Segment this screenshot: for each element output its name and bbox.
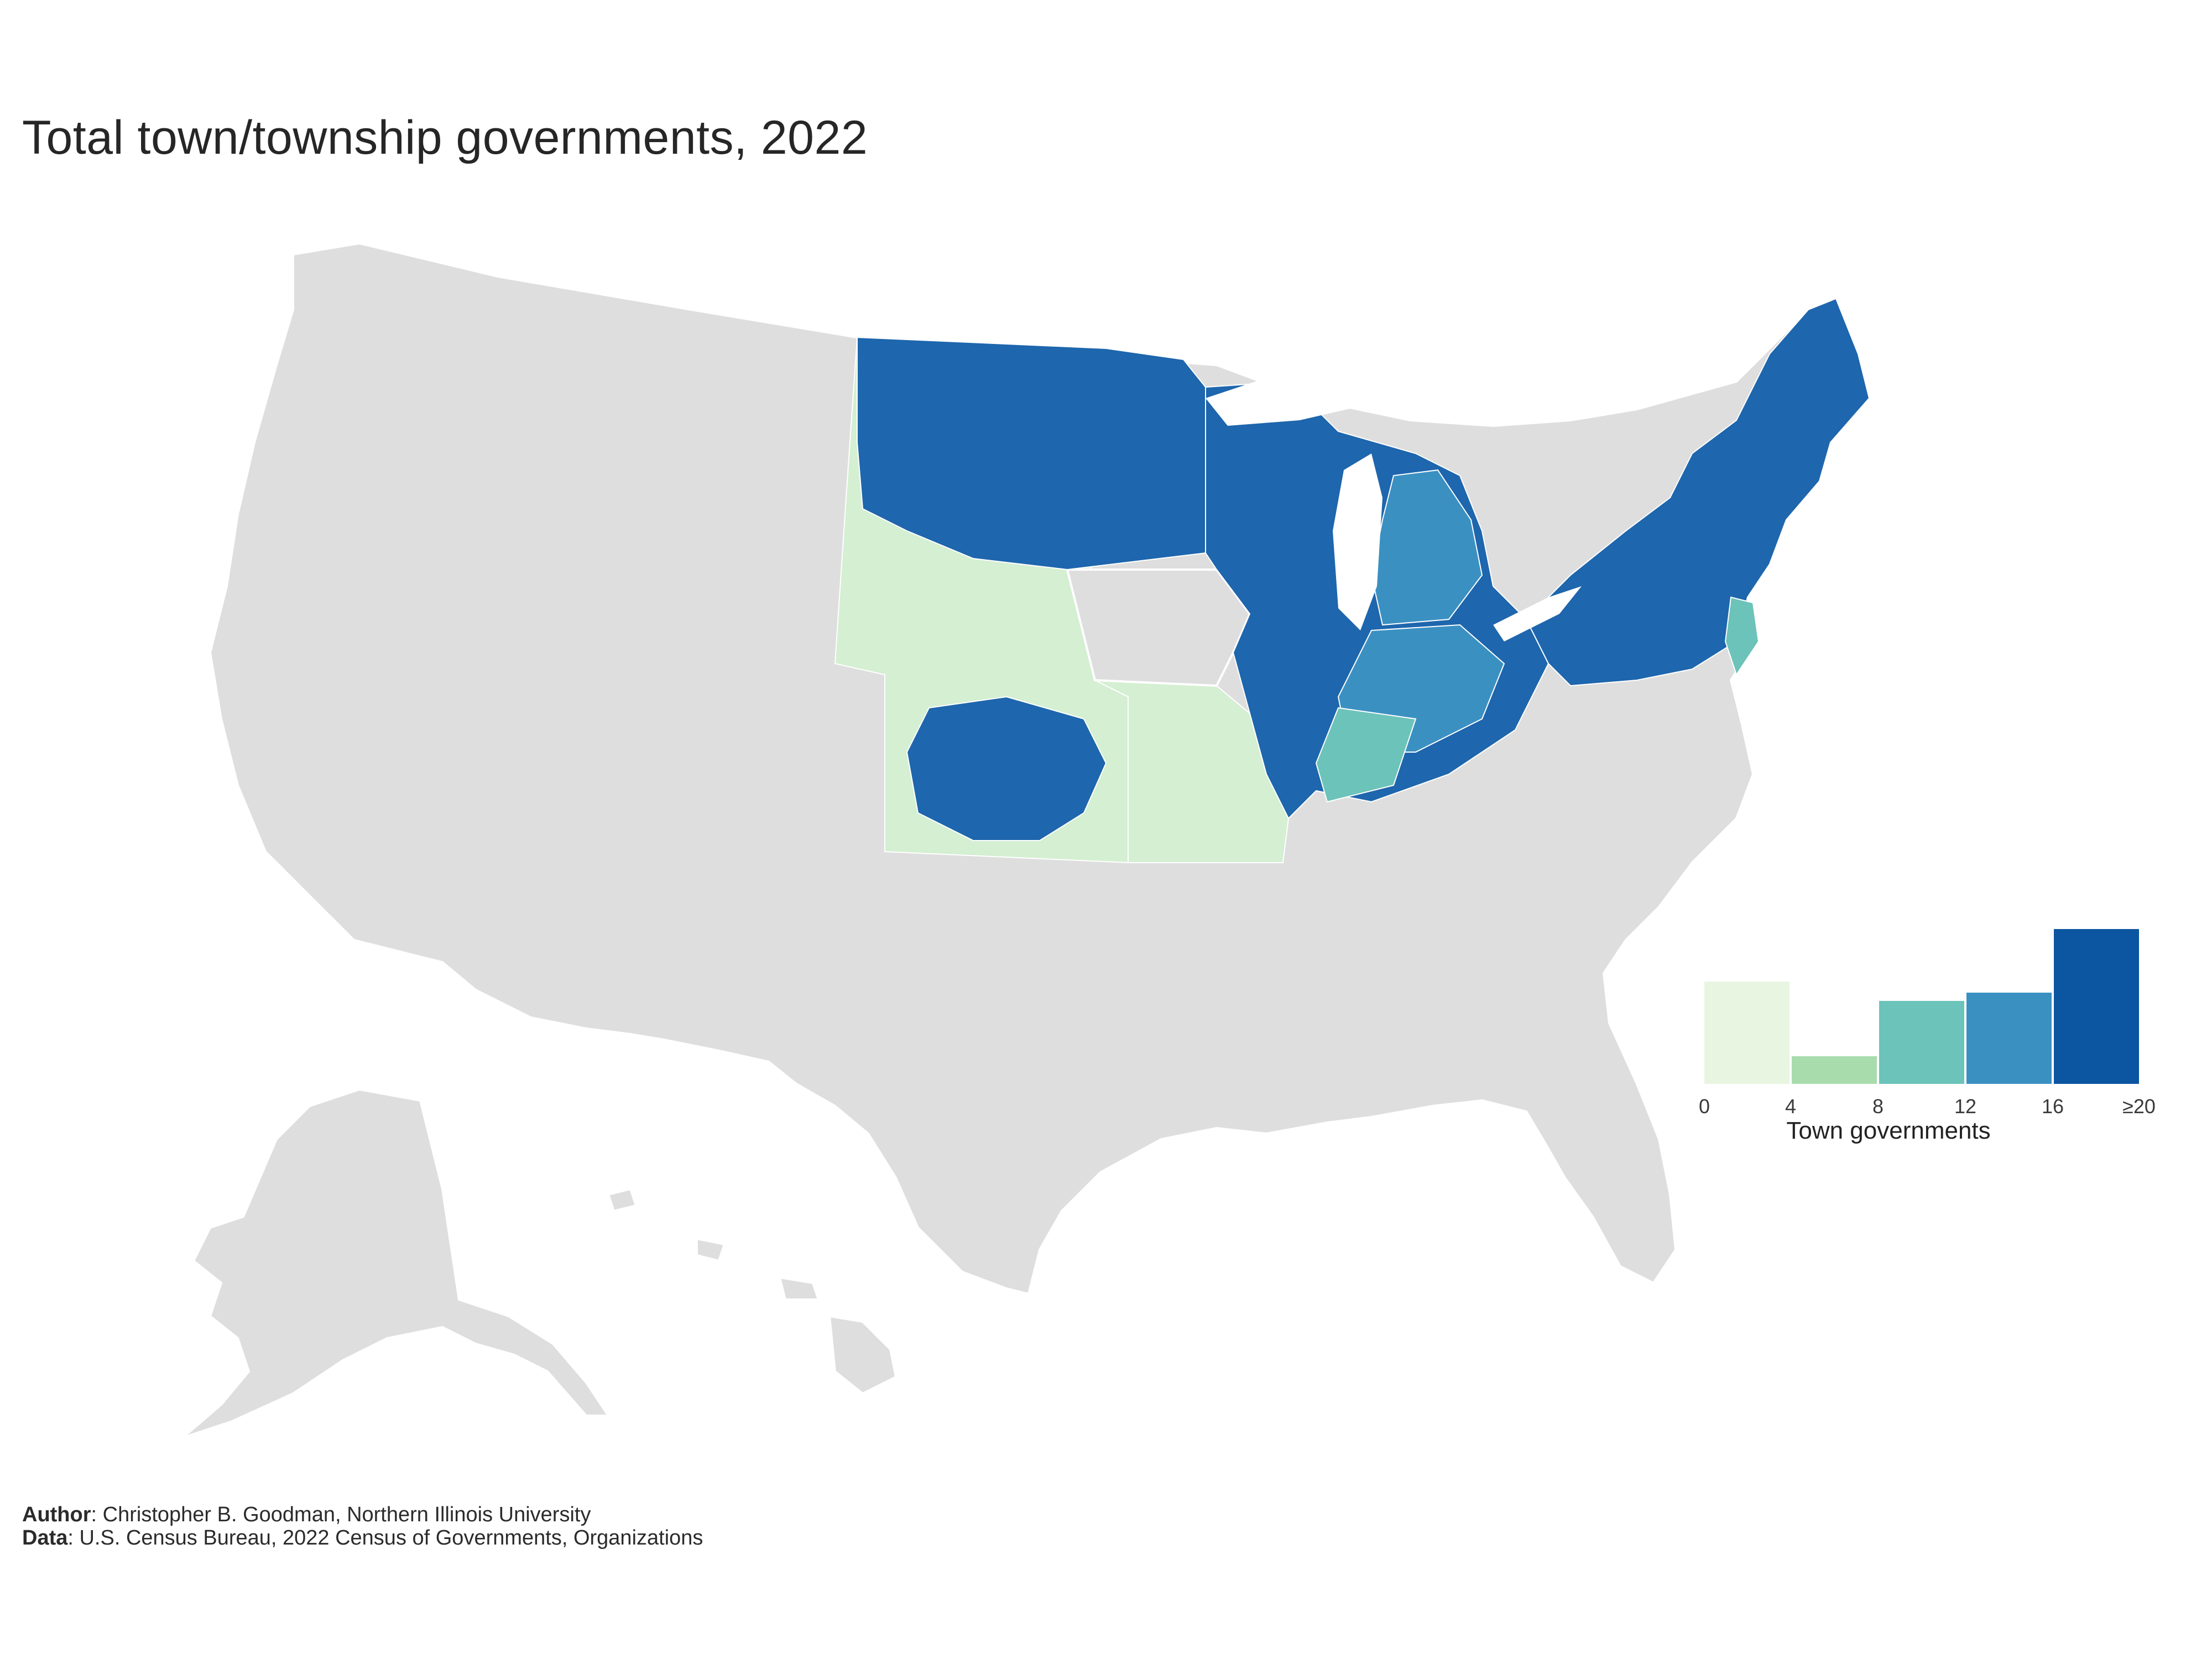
- legend-tick-8: 8: [1872, 1095, 1884, 1118]
- legend-bar-20-plus: [2054, 929, 2139, 1084]
- data-label: Data: [22, 1526, 68, 1550]
- legend-tick-16: 16: [2041, 1095, 2064, 1118]
- legend-bar-12-16: [1966, 993, 2052, 1084]
- township-regions: [834, 298, 1870, 864]
- kansas-blue: [906, 696, 1107, 841]
- legend-tick-20-plus: ≥20: [2122, 1095, 2156, 1118]
- author-text: : Christopher B. Goodman, Northern Illin…: [91, 1503, 591, 1526]
- map-title: Total town/township governments, 2022: [22, 111, 868, 164]
- northeast-blue: [1525, 298, 1870, 687]
- great-lakes-teal: [1315, 707, 1417, 803]
- data-text: : U.S. Census Bureau, 2022 Census of Gov…: [67, 1526, 703, 1550]
- data-source-line: Data: U.S. Census Bureau, 2022 Census of…: [22, 1526, 703, 1550]
- hawaii-maui: [778, 1276, 820, 1301]
- legend-bars: [1704, 929, 2139, 1084]
- lake-superior: [1206, 376, 1371, 426]
- upper-plains-blue: [857, 336, 1206, 571]
- iowa: [1066, 568, 1251, 687]
- great-lakes: [1206, 376, 1582, 641]
- hawaii-kauai: [607, 1187, 638, 1213]
- legend-tick-4: 4: [1785, 1095, 1797, 1118]
- legend-bar-8-12: [1879, 1001, 1964, 1084]
- alaska: [181, 1088, 611, 1439]
- legend-tick-0: 0: [1698, 1095, 1710, 1118]
- author-line: Author: Christopher B. Goodman, Northern…: [22, 1503, 703, 1526]
- legend-bar-4-8: [1792, 1056, 1877, 1084]
- inset-territories: [181, 1088, 898, 1439]
- legend-title: Town governments: [1786, 1117, 1991, 1144]
- hawaii-oahu: [696, 1237, 726, 1262]
- legend-bar-0-4: [1704, 982, 1790, 1084]
- footer-credits: Author: Christopher B. Goodman, Northern…: [22, 1503, 703, 1550]
- lake-michigan: [1333, 453, 1383, 630]
- author-label: Author: [22, 1503, 91, 1526]
- new-jersey-teal: [1724, 596, 1760, 676]
- hawaii-big-island: [828, 1314, 898, 1395]
- legend-tick-12: 12: [1954, 1095, 1977, 1118]
- lake-erie: [1493, 586, 1582, 641]
